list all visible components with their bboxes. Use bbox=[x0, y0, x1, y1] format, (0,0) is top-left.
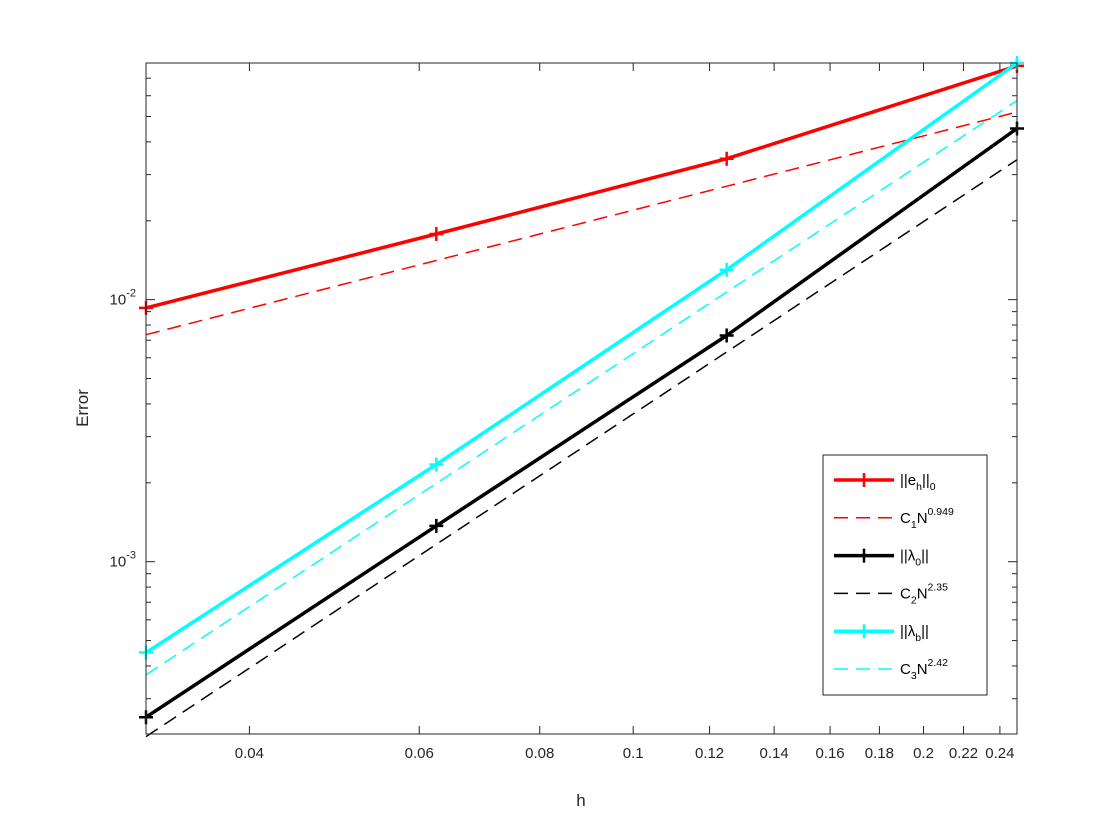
series-lamb-line bbox=[145, 61, 1019, 655]
legend-label: C2N2.35 bbox=[900, 581, 948, 606]
legend-entry-lam0: ||λ0|| bbox=[834, 548, 929, 569]
x-axis-label: h bbox=[576, 791, 585, 810]
legend-label: ||λb|| bbox=[900, 623, 929, 644]
legend-label: ||λ0|| bbox=[900, 548, 929, 569]
x-tick-label: 0.24 bbox=[985, 745, 1014, 762]
series-eh-marker bbox=[429, 227, 444, 242]
y-tick-label: 10-2 bbox=[110, 288, 136, 309]
series-c2 bbox=[145, 159, 1018, 738]
legend-entry-c2: C2N2.35 bbox=[834, 581, 948, 606]
legend-label: C3N2.42 bbox=[900, 657, 948, 682]
legend-marker bbox=[857, 548, 871, 563]
series-c3 bbox=[145, 99, 1018, 676]
legend-entry-eh: ||eh||0 bbox=[834, 472, 936, 493]
x-tick-label: 0.1 bbox=[623, 745, 644, 762]
x-tick-label: 0.22 bbox=[949, 745, 978, 762]
series-lam0-marker bbox=[719, 328, 734, 343]
x-tick-label: 0.06 bbox=[405, 745, 434, 762]
series-eh-marker bbox=[719, 151, 734, 166]
series-lamb-marker bbox=[719, 262, 734, 277]
series-lam0-line bbox=[145, 127, 1019, 719]
series-eh-line bbox=[145, 64, 1018, 310]
y-axis-label: Error bbox=[73, 389, 92, 427]
series-c2-line bbox=[145, 159, 1018, 738]
legend-box bbox=[822, 454, 988, 696]
y-tick-label: 10-3 bbox=[110, 550, 136, 571]
x-tick-label: 0.08 bbox=[525, 745, 554, 762]
legend-marker bbox=[857, 624, 871, 639]
x-tick-label: 0.2 bbox=[913, 745, 934, 762]
legend-label: ||eh||0 bbox=[900, 472, 936, 493]
series-lamb-marker bbox=[429, 457, 444, 472]
series-c3-line bbox=[145, 99, 1018, 676]
legend-entry-lamb: ||λb|| bbox=[834, 623, 929, 644]
x-tick-label: 0.14 bbox=[760, 745, 789, 762]
legend-entry-c1: C1N0.949 bbox=[834, 506, 954, 531]
series-lam0-marker bbox=[429, 518, 444, 533]
series-layer bbox=[139, 56, 1024, 738]
x-tick-label: 0.18 bbox=[865, 745, 894, 762]
legend-marker bbox=[857, 473, 871, 487]
ticks-layer: 0.04 0.06 0.08 0.1 0.12 0.14 0.16 0.18 0.2 0.22 0.… bbox=[110, 63, 1017, 762]
legend: ||eh||0 C1N0.949 ||λ0|| C2N2.35 ||λb|| C3N2.4… bbox=[822, 454, 988, 696]
axes-box bbox=[145, 62, 1018, 735]
x-tick-label: 0.04 bbox=[235, 745, 264, 762]
series-c1 bbox=[145, 111, 1018, 336]
x-tick-label: 0.16 bbox=[815, 745, 844, 762]
x-tick-label: 0.12 bbox=[695, 745, 724, 762]
legend-label: C1N0.949 bbox=[900, 506, 954, 531]
legend-entry-c3: C3N2.42 bbox=[834, 657, 948, 682]
series-c1-line bbox=[145, 111, 1018, 336]
